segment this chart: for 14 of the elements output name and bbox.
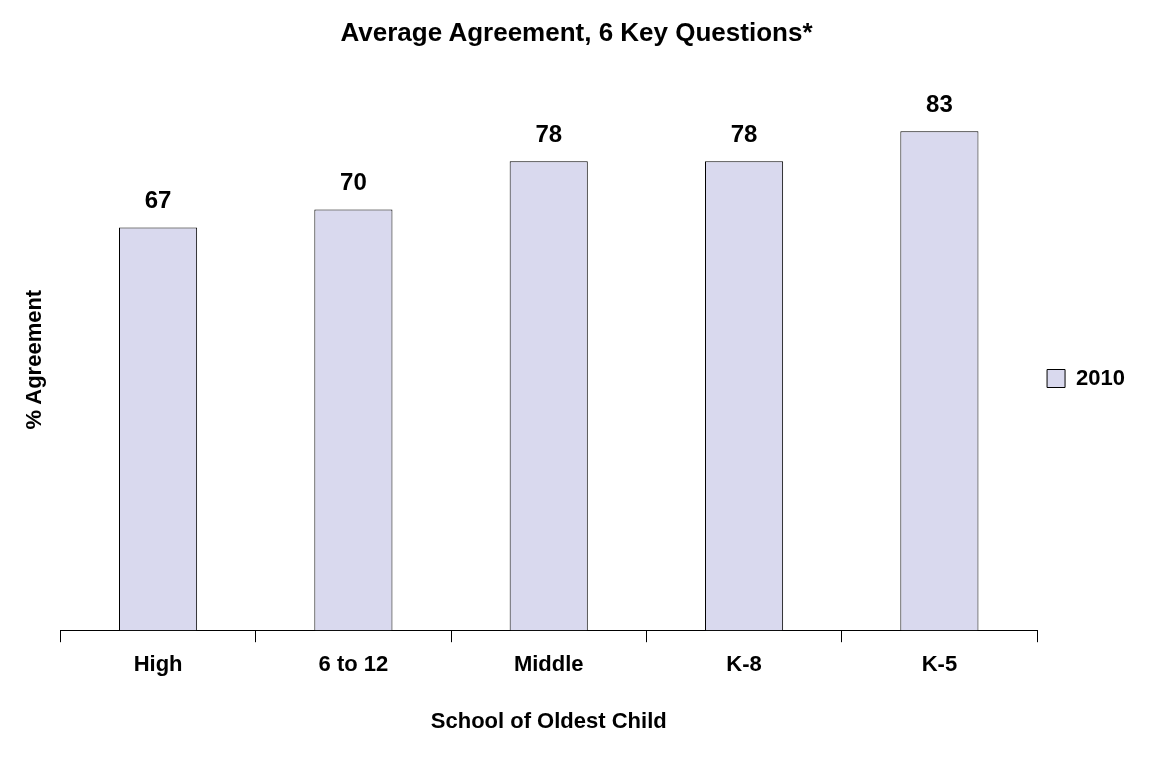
x-axis-title: School of Oldest Child — [430, 707, 667, 733]
x-tick-label: K-5 — [921, 651, 958, 677]
x-tick-label: High — [133, 651, 183, 677]
data-label: 67 — [144, 186, 172, 214]
data-label: 83 — [926, 89, 953, 117]
x-tick-label: Middle — [513, 651, 584, 677]
chart-title: Average Agreement, 6 Key Questions* — [340, 16, 814, 47]
legend-label: 2010 — [1076, 364, 1126, 390]
data-label: 70 — [340, 168, 367, 196]
y-axis-title: % Agreement — [21, 289, 47, 430]
data-label: 78 — [535, 119, 563, 147]
x-tick-label: K-8 — [726, 651, 762, 677]
data-label: 78 — [730, 119, 758, 147]
x-tick-label: 6 to 12 — [318, 651, 389, 677]
